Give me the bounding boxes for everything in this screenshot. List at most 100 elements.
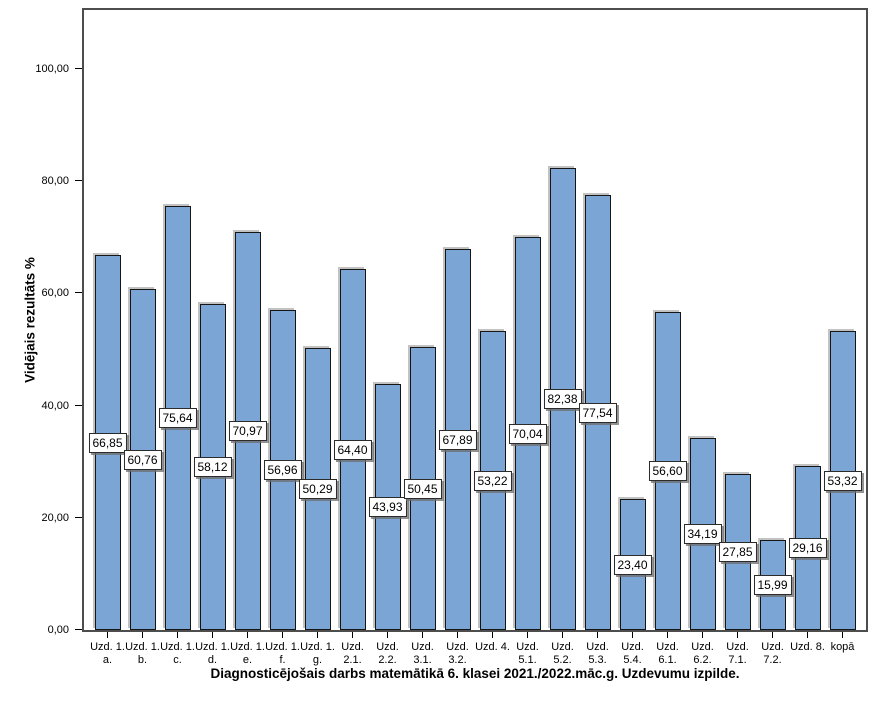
bar: 70,04 [508,237,547,630]
y-tick-mark [75,292,82,294]
bar-value-label: 27,85 [718,542,757,562]
bar: 34,19 [683,438,722,630]
bar: 60,76 [123,289,162,630]
x-tick-mark [212,632,213,638]
y-tick-label: 40,00 [41,399,69,412]
bar: 64,40 [333,269,372,630]
bar-slot: 27,85 [718,474,757,630]
x-tick-slot [615,632,650,639]
y-tick-label: 60,00 [41,287,69,300]
bar-value-label: 56,96 [263,460,302,480]
x-tick-mark [492,632,493,638]
bar-slot: 50,29 [298,348,337,630]
x-tick-mark [352,632,353,638]
x-tick-mark [842,632,843,638]
bar-slot: 75,64 [158,206,197,630]
x-tick-mark [142,632,143,638]
x-tick-mark [177,632,178,638]
x-tick-slot [405,632,440,639]
x-tick-label: Uzd. 2.2. [376,641,399,666]
bar-slot: 64,40 [333,269,372,630]
x-tick-label: Uzd. 6.1. [656,641,679,666]
x-tick-label: Uzd. 5.4. [621,641,644,666]
bar-slot: 58,12 [193,304,232,630]
x-tick-label: Uzd. 7.1. [726,641,749,666]
bar-value-label: 50,29 [298,479,337,499]
x-tick-mark [387,632,388,638]
chart-title: Diagnosticējošais darbs matemātikā 6. kl… [210,666,740,681]
bar-value-label: 50,45 [403,478,442,499]
x-tick-slot [510,632,545,639]
bars-layer: 66,85 60,76 75,64 58,12 70,97 56,96 50,29 64,40… [84,10,866,630]
bar: 56,60 [648,312,687,630]
x-tick-mark [807,632,808,638]
bar-slot: 70,97 [228,232,267,630]
x-tick-slot [650,632,685,639]
y-tick-mark [75,67,82,69]
bar: 27,85 [718,474,757,630]
bar: 53,32 [823,331,862,630]
x-tick-label: Uzd. 1. c. [160,641,195,666]
x-tick-label: Uzd. 7.2. [761,641,784,666]
x-tick-slot [720,632,755,639]
bar-slot: 43,93 [368,384,407,630]
bar-slot: 60,76 [123,289,162,630]
bar: 23,40 [613,499,652,630]
bar: 66,85 [88,255,127,630]
x-tick-label: Uzd. 1. e. [230,641,265,666]
bar-value-label: 15,99 [753,575,792,595]
x-tick-slot [370,632,405,639]
y-tick-mark [75,516,82,518]
bar-value-label: 75,64 [158,408,197,428]
bar-value-label: 67,89 [438,429,477,450]
x-ticks [84,632,866,639]
y-tick-label: 0,00 [47,624,69,636]
bar-value-label: 29,16 [788,538,827,558]
x-tick-slot [160,632,195,639]
x-tick-slot [545,632,580,639]
bar: 53,22 [473,331,512,630]
bar: 29,16 [788,466,827,630]
x-tick-slot [195,632,230,639]
x-tick-mark [772,632,773,638]
x-tick-label: Uzd. 2.1. [341,641,364,666]
bar: 67,89 [438,249,477,630]
bar: 75,64 [158,206,197,630]
x-tick-mark [457,632,458,638]
x-tick-slot [825,632,860,639]
x-tick-label: Uzd. 1. b. [125,641,160,666]
x-tick-slot [265,632,300,639]
bar-slot: 56,60 [648,312,687,630]
bar: 15,99 [753,540,792,630]
x-tick-label: Uzd. 3.2. [446,641,469,666]
bar-value-label: 60,76 [123,449,162,470]
bar-value-label: 82,38 [543,389,582,409]
bar: 58,12 [193,304,232,630]
bar-slot: 77,54 [578,195,617,630]
y-axis: 0,00 20,00 40,00 60,00 80,00 100,00 [0,10,82,636]
x-tick-mark [737,632,738,638]
bar: 70,97 [228,232,267,630]
bar-value-label: 77,54 [578,402,617,423]
bar-slot: 82,38 [543,168,582,630]
x-tick-mark [667,632,668,638]
bar-value-label: 53,22 [473,470,512,491]
y-tick-mark [75,404,82,406]
y-tick-label: 100,00 [35,62,69,75]
bar-value-label: 56,60 [648,461,687,481]
bar: 43,93 [368,384,407,630]
x-tick-label: Uzd. 1. g. [300,641,335,666]
x-tick-slot [440,632,475,639]
y-tick-label: 80,00 [41,175,69,188]
x-tick-slot [790,632,825,639]
bar-value-label: 43,93 [368,497,407,517]
bar-value-label: 34,19 [683,524,722,544]
bar-slot: 67,89 [438,249,477,630]
x-tick-label: Uzd. 6.2. [691,641,714,666]
x-tick-mark [282,632,283,638]
bar: 50,45 [403,347,442,630]
x-tick-slot [90,632,125,639]
x-tick-slot [755,632,790,639]
bar-slot: 15,99 [753,540,792,630]
x-tick-slot [125,632,160,639]
